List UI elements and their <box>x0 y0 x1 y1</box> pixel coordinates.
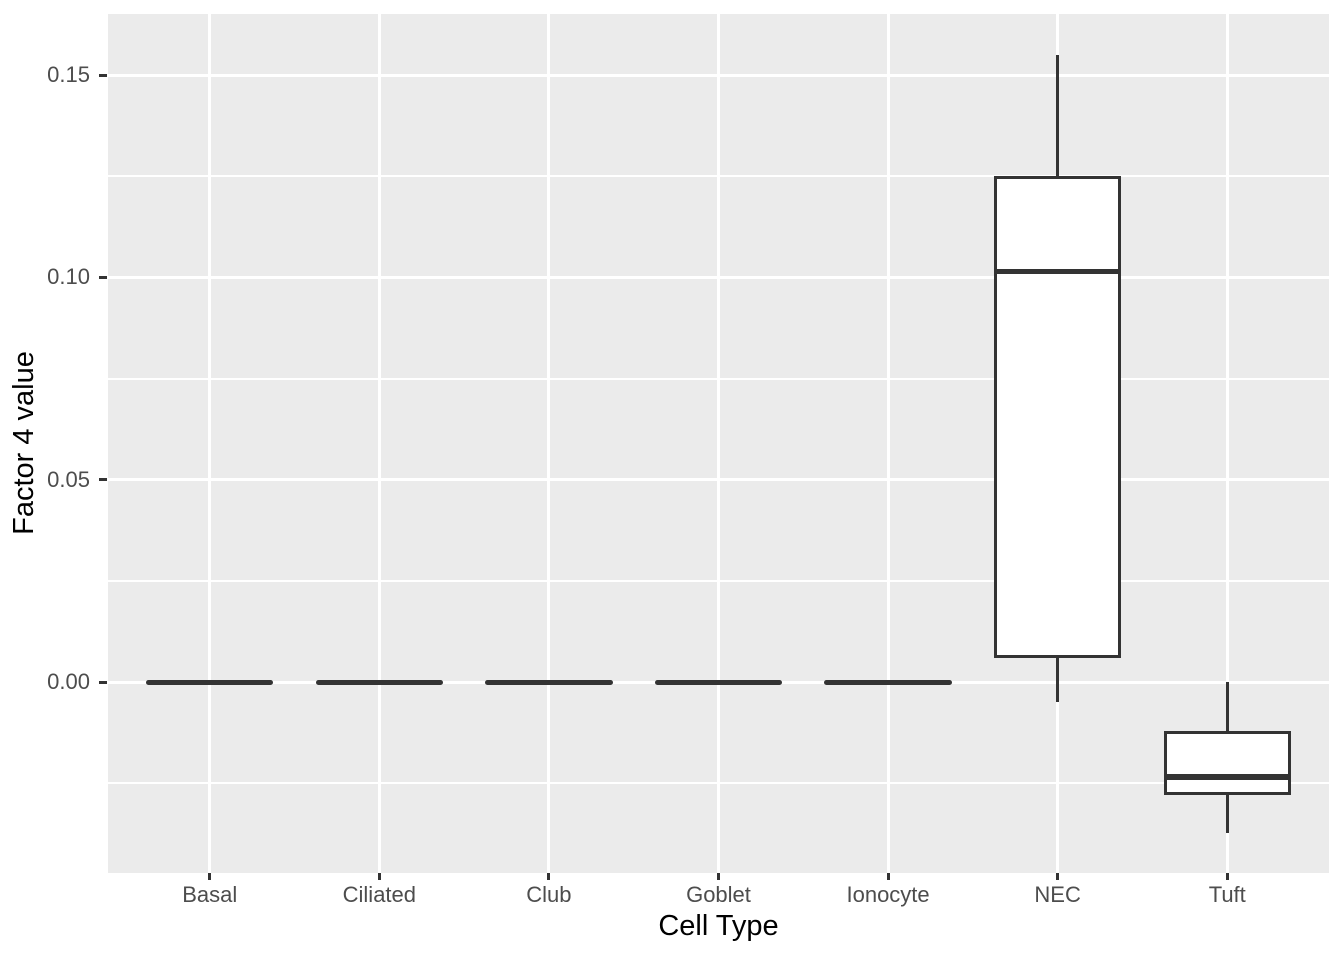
boxplot-box-Tuft <box>1163 730 1291 796</box>
y-tick-label: 0.15 <box>47 62 90 88</box>
boxplot-whisker-lower-NEC <box>1056 657 1060 703</box>
v-gridline-major <box>377 14 381 873</box>
x-tick <box>717 873 720 880</box>
x-tick <box>886 873 890 880</box>
x-tick-label: NEC <box>1034 882 1081 907</box>
y-tick-label: 0.05 <box>47 466 90 492</box>
x-tick-label: Club <box>526 882 572 907</box>
x-tick-label: Ionocyte <box>846 882 930 907</box>
v-gridline-major <box>717 14 720 873</box>
boxplot-flat-Basal <box>146 679 274 685</box>
boxplot-whisker-lower-Tuft <box>1225 795 1229 833</box>
y-axis-title: Factor 4 value <box>8 351 40 535</box>
boxplot-box-NEC <box>994 176 1122 658</box>
y-tick <box>99 275 107 279</box>
boxplot-whisker-upper-Tuft <box>1225 682 1229 731</box>
boxplot-whisker-upper-NEC <box>1056 54 1060 177</box>
y-tick-label: 0.10 <box>47 264 90 290</box>
x-tick-label: Basal <box>182 882 238 907</box>
x-tick <box>547 873 551 880</box>
x-tick <box>1225 873 1229 880</box>
v-gridline-major <box>886 14 890 873</box>
x-axis-title: Cell Type <box>658 910 779 942</box>
y-tick <box>99 73 107 77</box>
y-tick-label: 0.00 <box>47 669 90 695</box>
v-gridline-major <box>208 14 212 873</box>
boxplot-median-Tuft <box>1163 774 1291 780</box>
boxplot-median-NEC <box>994 268 1122 275</box>
v-gridline-major <box>1225 14 1229 873</box>
y-tick <box>99 478 107 482</box>
x-tick <box>377 873 381 880</box>
boxplot-flat-Ionocyte <box>824 679 952 685</box>
boxplot-flat-Club <box>485 679 613 685</box>
boxplot-flat-Ciliated <box>315 679 443 685</box>
v-gridline-major <box>547 14 551 873</box>
x-tick-label: Ciliated <box>342 882 417 907</box>
boxplot-flat-Goblet <box>654 679 783 685</box>
y-tick <box>99 680 107 684</box>
x-tick-label: Tuft <box>1208 882 1246 907</box>
x-tick-label: Goblet <box>686 882 751 907</box>
x-tick <box>208 873 212 880</box>
x-tick <box>1056 873 1060 880</box>
